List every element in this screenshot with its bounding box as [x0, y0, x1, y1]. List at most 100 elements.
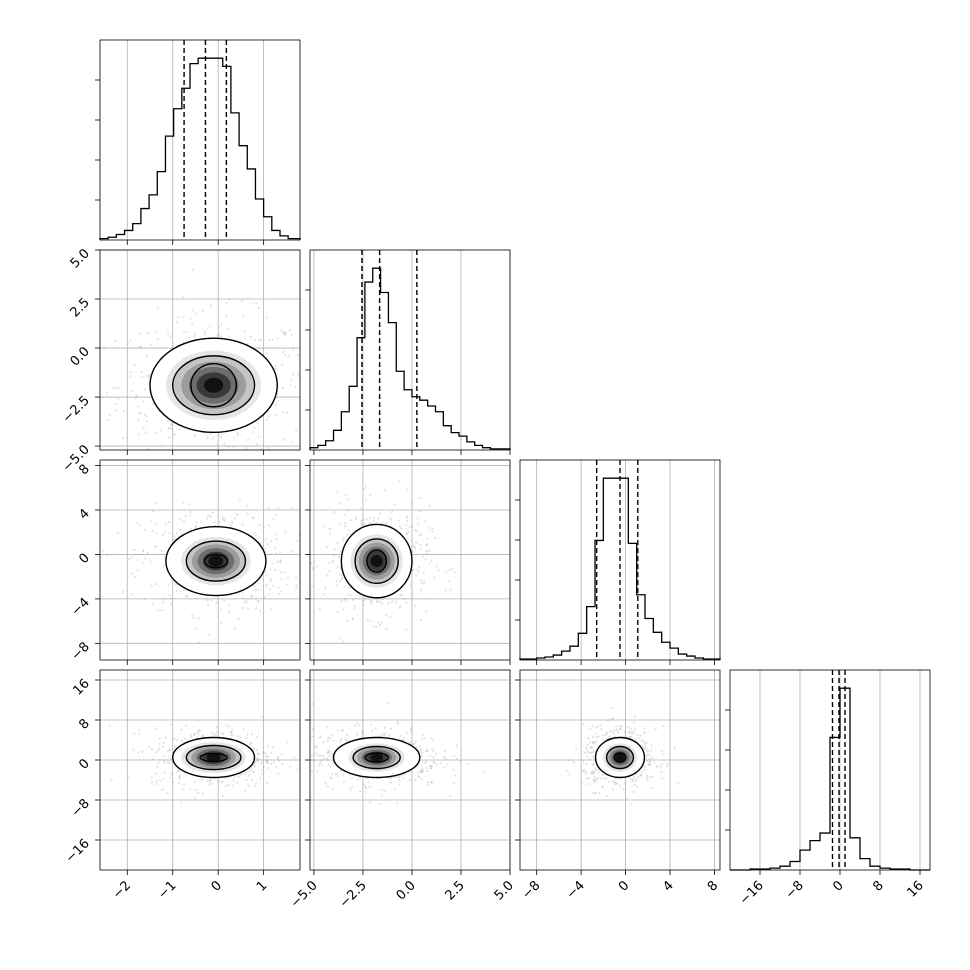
scatter-point: [108, 724, 111, 728]
scatter-point: [158, 737, 161, 740]
panel-frame: [99, 459, 301, 661]
y-tick-label: 0: [76, 756, 92, 772]
scatter-point: [256, 752, 260, 755]
scatter-point: [257, 306, 260, 310]
scatter-point: [433, 536, 437, 539]
scatter-point: [651, 756, 654, 759]
scatter-point: [396, 720, 399, 723]
x-tick-label: 5.0: [492, 878, 517, 903]
scatter-point: [338, 740, 342, 744]
scatter-point: [337, 556, 340, 559]
scatter-point: [341, 729, 344, 732]
scatter-point: [609, 734, 612, 738]
scatter-point: [340, 573, 343, 576]
scatter-point: [414, 604, 417, 607]
scatter-point: [432, 760, 435, 764]
scatter-point: [328, 361, 330, 363]
scatter-point: [592, 772, 595, 775]
scatter-point: [288, 329, 292, 332]
scatter-point: [174, 745, 177, 748]
scatter-point: [407, 530, 410, 534]
scatter-point: [144, 557, 147, 560]
scatter-point: [446, 763, 449, 766]
scatter-point: [166, 750, 170, 753]
scatter-point: [285, 583, 288, 587]
scatter-point: [611, 780, 615, 783]
scatter-point: [332, 554, 335, 557]
scatter-point: [181, 316, 185, 319]
scatter-point: [405, 523, 408, 527]
scatter-point: [633, 783, 636, 786]
scatter-point: [280, 577, 283, 581]
scatter-point: [597, 735, 600, 738]
scatter-point: [121, 436, 125, 440]
scatter-point: [180, 728, 183, 731]
scatter-point: [411, 550, 414, 554]
scatter-point: [277, 756, 280, 759]
scatter-point: [206, 599, 209, 602]
scatter-point: [104, 474, 106, 476]
scatter-point: [354, 518, 357, 521]
scatter-point: [597, 776, 600, 779]
scatter-point: [444, 589, 447, 592]
scatter-point: [203, 330, 206, 333]
scatter-point: [266, 761, 270, 765]
scatter-point: [421, 737, 424, 741]
scatter-point: [586, 749, 589, 752]
scatter-point: [343, 513, 346, 516]
scatter-point: [277, 772, 280, 775]
scatter-point: [147, 375, 150, 378]
scatter-point: [594, 791, 597, 794]
scatter-point: [152, 510, 155, 513]
scatter-point: [591, 740, 594, 743]
scatter-point: [326, 726, 329, 729]
scatter-point: [303, 550, 305, 552]
scatter-point: [130, 389, 133, 392]
pair-content: [566, 706, 680, 806]
scatter-point: [176, 315, 180, 319]
scatter-point: [375, 521, 378, 525]
scatter-point: [183, 772, 186, 775]
scatter-point: [311, 728, 314, 731]
scatter-point: [142, 549, 145, 552]
scatter-point: [166, 792, 169, 795]
scatter-point: [219, 781, 223, 784]
scatter-point: [422, 571, 425, 575]
scatter-point: [114, 340, 117, 343]
scatter-point: [322, 525, 325, 528]
scatter-point: [425, 553, 428, 556]
scatter-point: [405, 532, 408, 535]
scatter-point: [637, 776, 640, 779]
scatter-point: [189, 734, 192, 737]
scatter-point: [169, 335, 172, 338]
scatter-point: [168, 776, 172, 779]
scatter-point: [193, 796, 196, 800]
scatter-point: [168, 762, 171, 765]
scatter-point: [334, 772, 337, 776]
scatter-point: [430, 765, 433, 768]
scatter-point: [369, 800, 372, 804]
scatter-point: [344, 493, 347, 496]
scatter-point: [377, 621, 380, 624]
scatter-point: [413, 546, 416, 549]
scatter-point: [257, 435, 260, 439]
scatter-point: [236, 735, 239, 738]
pair-panel-2-0: −8 −4 0 4 8: [69, 459, 305, 665]
scatter-point: [243, 601, 246, 604]
scatter-point: [259, 338, 262, 341]
scatter-point: [430, 559, 433, 562]
scatter-point: [630, 731, 633, 734]
scatter-point: [368, 785, 371, 788]
scatter-point: [169, 723, 172, 726]
scatter-point: [112, 386, 115, 390]
scatter-point: [262, 751, 265, 754]
scatter-point: [342, 539, 345, 542]
scatter-point: [237, 617, 240, 621]
scatter-point: [429, 754, 432, 757]
scatter-point: [643, 742, 647, 745]
scatter-point: [221, 780, 224, 783]
scatter-point: [425, 549, 428, 552]
x-tick-label: −2: [110, 878, 134, 902]
scatter-point: [376, 600, 379, 604]
scatter-point: [246, 733, 249, 736]
